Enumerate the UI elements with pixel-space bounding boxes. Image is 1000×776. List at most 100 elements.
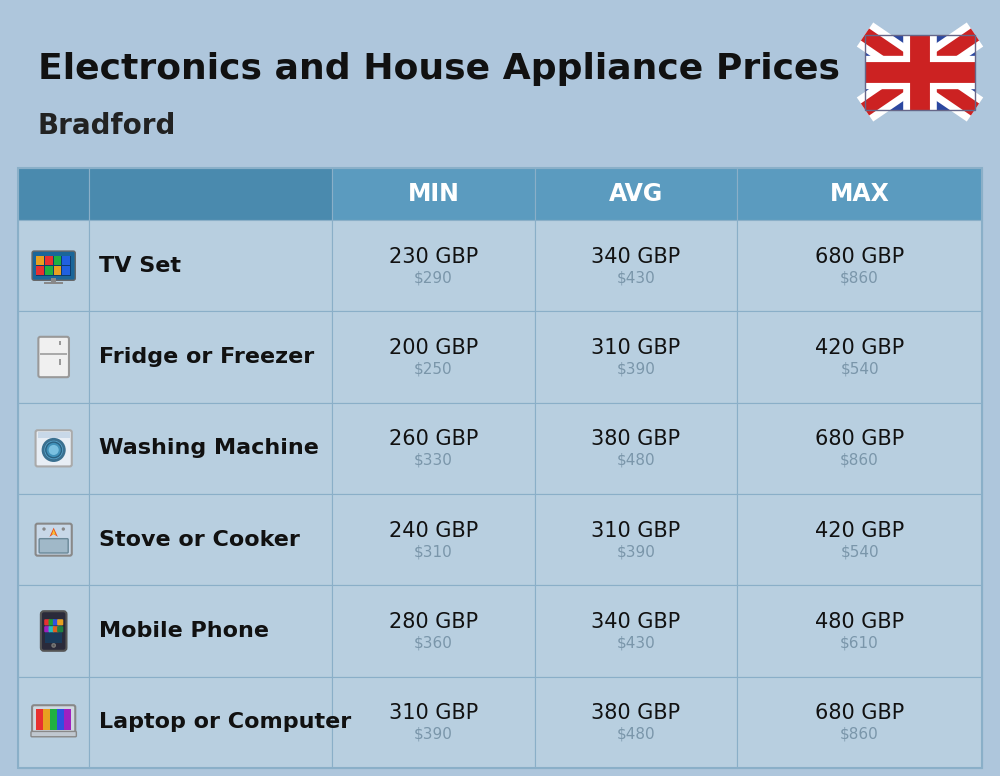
Text: Electronics and House Appliance Prices: Electronics and House Appliance Prices (38, 52, 840, 86)
Text: MIN: MIN (408, 182, 459, 206)
Text: 340 GBP: 340 GBP (591, 247, 681, 267)
Bar (737, 585, 982, 677)
Text: $480: $480 (617, 453, 655, 468)
Text: 680 GBP: 680 GBP (815, 429, 904, 449)
Bar (737, 168, 982, 220)
Bar (737, 494, 982, 585)
Text: $330: $330 (414, 453, 453, 468)
Text: $860: $860 (840, 727, 879, 742)
Text: 310 GBP: 310 GBP (591, 338, 681, 358)
Text: 230 GBP: 230 GBP (389, 247, 478, 267)
Bar (535, 311, 737, 403)
Bar (332, 585, 535, 677)
Bar (89, 677, 332, 768)
FancyBboxPatch shape (32, 251, 75, 280)
Bar (737, 403, 982, 494)
FancyBboxPatch shape (57, 619, 63, 625)
Text: Stove or Cooker: Stove or Cooker (99, 530, 300, 549)
Text: $360: $360 (414, 636, 453, 650)
Text: $540: $540 (840, 362, 879, 376)
Text: $390: $390 (414, 727, 453, 742)
Text: $480: $480 (617, 727, 655, 742)
Bar (535, 494, 737, 585)
Bar (332, 220, 535, 311)
Bar (57, 709, 64, 729)
Bar (89, 585, 332, 677)
Text: 480 GBP: 480 GBP (815, 612, 904, 632)
Bar (18, 311, 89, 403)
Bar (737, 220, 982, 311)
Circle shape (43, 439, 64, 461)
Text: 420 GBP: 420 GBP (815, 521, 904, 541)
FancyBboxPatch shape (38, 337, 69, 377)
Circle shape (46, 442, 62, 458)
Text: $860: $860 (840, 453, 879, 468)
Text: TV Set: TV Set (99, 255, 181, 275)
FancyBboxPatch shape (53, 619, 59, 625)
Bar (535, 168, 737, 220)
Bar (59, 341, 61, 345)
FancyBboxPatch shape (44, 619, 50, 625)
Text: $540: $540 (840, 544, 879, 559)
FancyBboxPatch shape (32, 705, 75, 734)
FancyBboxPatch shape (36, 524, 72, 556)
Bar (36, 266, 44, 275)
Bar (36, 256, 71, 276)
Text: $430: $430 (617, 636, 655, 650)
Text: Bradford: Bradford (38, 112, 176, 140)
Circle shape (42, 528, 46, 531)
Bar (737, 311, 982, 403)
Bar (332, 168, 535, 220)
Text: Laptop or Computer: Laptop or Computer (99, 712, 352, 733)
Bar (38, 432, 70, 438)
Circle shape (62, 528, 65, 531)
Bar (62, 266, 70, 275)
FancyBboxPatch shape (36, 430, 72, 466)
Bar (18, 494, 89, 585)
Text: 680 GBP: 680 GBP (815, 703, 904, 723)
FancyBboxPatch shape (44, 626, 50, 632)
Bar (18, 168, 982, 768)
Bar (45, 256, 53, 265)
Bar (54, 256, 61, 265)
Text: 310 GBP: 310 GBP (591, 521, 681, 541)
Bar (89, 168, 332, 220)
Bar (535, 403, 737, 494)
Bar (332, 403, 535, 494)
Bar (737, 677, 982, 768)
Polygon shape (49, 528, 58, 537)
Bar (54, 266, 61, 275)
Text: AVG: AVG (609, 182, 663, 206)
Text: $290: $290 (414, 270, 453, 285)
Text: 420 GBP: 420 GBP (815, 338, 904, 358)
Text: 310 GBP: 310 GBP (389, 703, 478, 723)
Text: Washing Machine: Washing Machine (99, 438, 319, 459)
Bar (62, 256, 70, 265)
Bar (865, 34, 975, 109)
Text: 240 GBP: 240 GBP (389, 521, 478, 541)
Bar (50, 709, 57, 729)
Bar (40, 353, 67, 355)
Bar (36, 709, 71, 729)
FancyBboxPatch shape (31, 732, 76, 736)
FancyBboxPatch shape (49, 619, 55, 625)
Text: $860: $860 (840, 270, 879, 285)
Bar (89, 403, 332, 494)
Text: 680 GBP: 680 GBP (815, 247, 904, 267)
Bar (18, 585, 89, 677)
Bar (18, 677, 89, 768)
Text: $310: $310 (414, 544, 453, 559)
FancyBboxPatch shape (53, 626, 59, 632)
Bar (332, 494, 535, 585)
Bar (51, 279, 56, 282)
Bar (44, 282, 63, 284)
Bar (45, 266, 53, 275)
Bar (332, 677, 535, 768)
Text: 380 GBP: 380 GBP (591, 703, 680, 723)
FancyBboxPatch shape (41, 611, 66, 651)
Text: MAX: MAX (830, 182, 890, 206)
Text: 280 GBP: 280 GBP (389, 612, 478, 632)
Text: $390: $390 (616, 544, 655, 559)
Bar (18, 403, 89, 494)
FancyBboxPatch shape (49, 626, 55, 632)
